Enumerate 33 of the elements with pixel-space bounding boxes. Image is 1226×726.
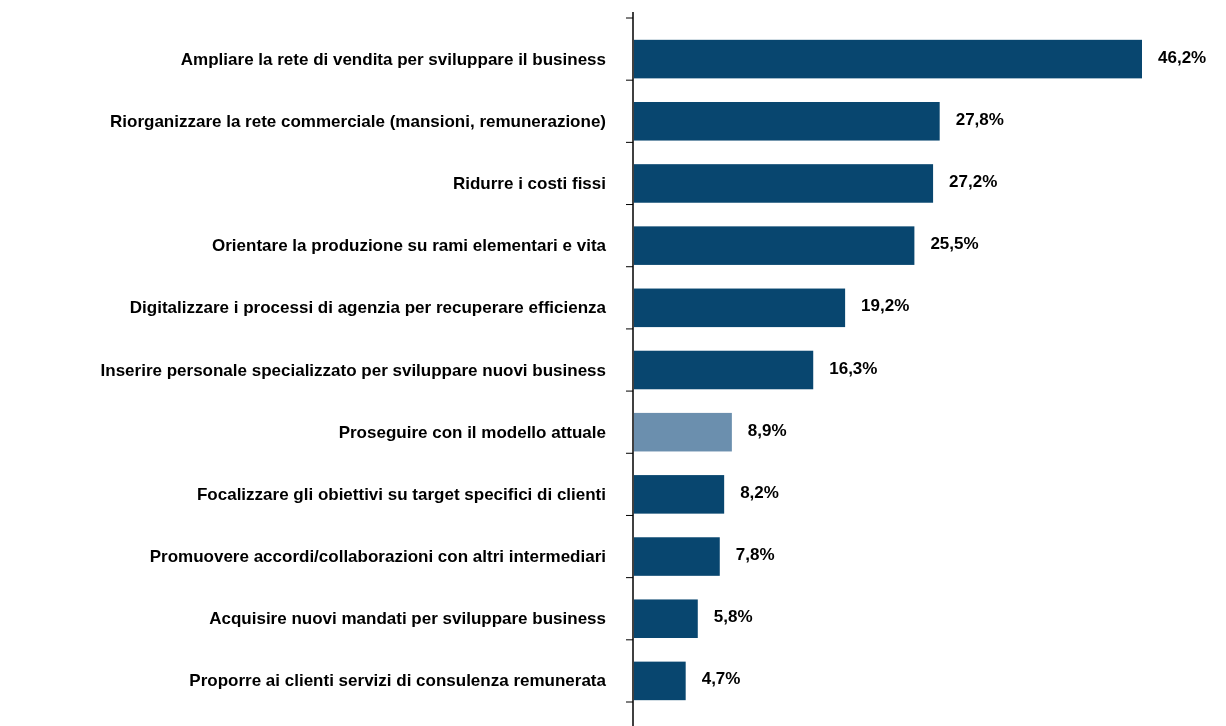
- data-label: 25,5%: [930, 234, 979, 254]
- data-label: 19,2%: [861, 296, 910, 316]
- data-label: 16,3%: [829, 358, 878, 378]
- bar: [634, 661, 686, 701]
- bar: [634, 350, 814, 390]
- y-tick-label: Inserire personale specializzato per sviluppare nuovi business: [100, 360, 606, 380]
- bar: [634, 412, 732, 452]
- data-label: 8,9%: [747, 420, 787, 440]
- y-tick-label: Promuovere accordi/collaborazioni con altri intermediari: [149, 547, 606, 567]
- data-label: 27,8%: [955, 109, 1004, 129]
- bar: [634, 288, 846, 328]
- bar: [634, 537, 720, 576]
- data-label: 46,2%: [1158, 47, 1207, 67]
- y-tick-label: Digitalizzare i processi di agenzia per recuperare efficienza: [129, 298, 607, 318]
- bar: [634, 39, 1142, 79]
- y-tick-label: Ridurre i costi fissi: [452, 173, 606, 193]
- y-tick-label: Focalizzare gli obiettivi su target specifici di clienti: [196, 484, 606, 504]
- bar: [634, 599, 698, 638]
- data-label: 8,2%: [740, 482, 779, 502]
- y-tick-label: Acquisire nuovi mandati per sviluppare business: [209, 609, 606, 629]
- bar: [634, 164, 934, 203]
- y-tick-label: Proporre ai clienti servizi di consulenza remunerata: [189, 671, 607, 691]
- data-label: 27,2%: [949, 171, 998, 191]
- y-tick-label: Riorganizzare la rete commerciale (mansioni, remunerazione): [110, 111, 606, 131]
- data-label: 5,8%: [713, 607, 753, 627]
- data-label: 7,8%: [735, 545, 775, 565]
- bar: [634, 226, 915, 265]
- data-label: 4,7%: [701, 669, 741, 689]
- y-tick-label: Orientare la produzione su rami elementari e vita: [212, 236, 607, 256]
- bar: [634, 475, 725, 514]
- y-tick-label: Proseguire con il modello attuale: [338, 422, 606, 442]
- bar: [634, 102, 940, 141]
- y-tick-label: Ampliare la rete di vendita per sviluppare il business: [180, 49, 606, 69]
